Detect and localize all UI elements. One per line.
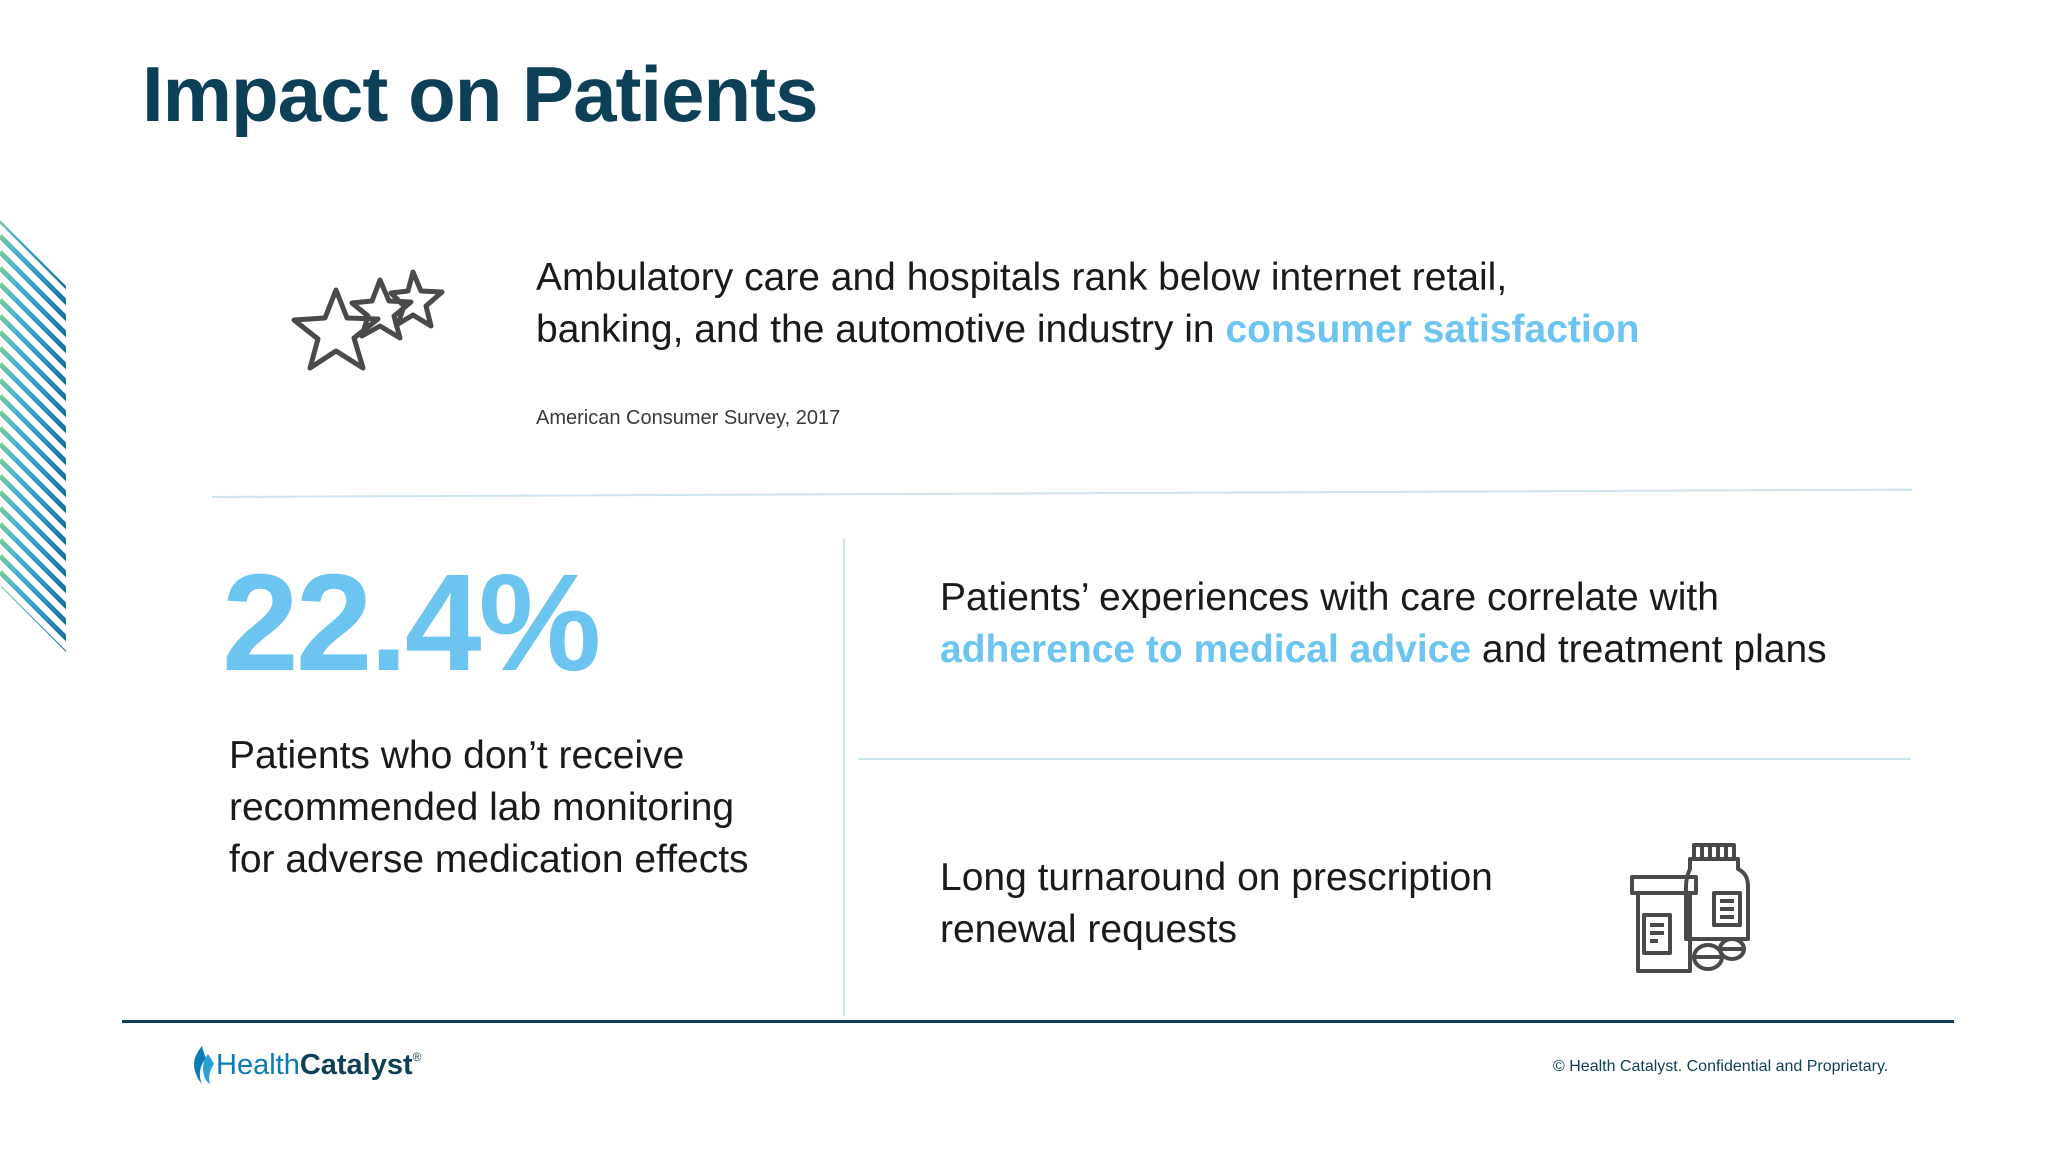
prescription-statement: Long turnaround on prescription renewal … xyxy=(940,852,1560,956)
medication-bottles-icon xyxy=(1630,843,1750,973)
prescription-line2: renewal requests xyxy=(940,908,1237,951)
vertical-divider xyxy=(843,538,845,1016)
page-title: Impact on Patients xyxy=(142,50,818,138)
health-catalyst-flame-icon xyxy=(194,1046,214,1084)
prescription-line1: Long turnaround on prescription xyxy=(940,856,1493,899)
stars-icon xyxy=(291,269,445,371)
satisfaction-line1: Ambulatory care and hospitals rank below… xyxy=(536,256,1508,299)
lab-monitoring-line3: for adverse medication effects xyxy=(229,838,749,881)
copyright-notice: © Health Catalyst. Confidential and Prop… xyxy=(1553,1058,1889,1075)
lab-monitoring-stat: 22.4% xyxy=(222,546,601,700)
horizontal-divider-top xyxy=(211,488,1912,498)
adherence-line1: Patients’ experiences with care correlat… xyxy=(940,576,1719,619)
horizontal-divider-right xyxy=(858,758,1911,760)
survey-source: American Consumer Survey, 2017 xyxy=(536,407,841,429)
logo-text-catalyst: Catalyst xyxy=(299,1048,413,1081)
logo-trademark: ® xyxy=(412,1050,422,1064)
adherence-highlight: adherence to medical advice xyxy=(940,628,1472,671)
adherence-statement: Patients’ experiences with care correlat… xyxy=(940,572,1940,676)
lab-monitoring-line1: Patients who don’t receive xyxy=(229,734,685,777)
logo-text-health: Health xyxy=(216,1048,300,1081)
health-catalyst-logo: Health Catalyst ® xyxy=(190,1044,422,1086)
lab-monitoring-description: Patients who don’t receive recommended l… xyxy=(229,730,829,886)
satisfaction-line2: banking, and the automotive industry in xyxy=(536,308,1226,351)
adherence-line2-suffix: and treatment plans xyxy=(1471,628,1827,671)
satisfaction-highlight: consumer satisfaction xyxy=(1225,308,1640,351)
satisfaction-statement: Ambulatory care and hospitals rank below… xyxy=(536,252,1736,356)
footer-divider xyxy=(122,1020,1954,1023)
decorative-stripes xyxy=(0,220,66,652)
lab-monitoring-line2: recommended lab monitoring xyxy=(229,786,735,829)
